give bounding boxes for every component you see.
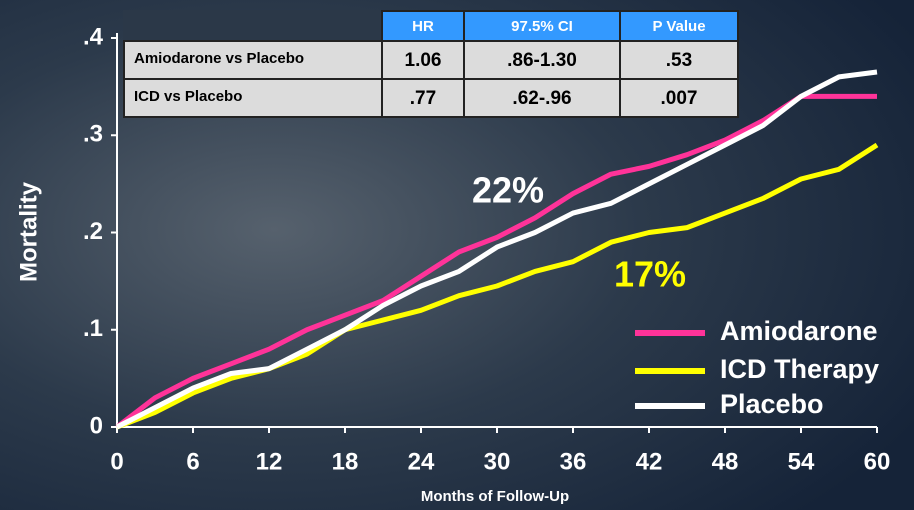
table-header-blank bbox=[123, 10, 381, 40]
table-cell bbox=[383, 80, 463, 116]
x-tick-label: 60 bbox=[864, 448, 891, 475]
x-tick-label: 12 bbox=[256, 448, 283, 475]
legend-label: Amiodarone bbox=[720, 316, 878, 346]
y-axis-label: Mortality bbox=[15, 181, 42, 282]
series-line bbox=[115, 69, 878, 430]
y-tick-label: .3 bbox=[83, 121, 103, 148]
x-tick-label: 30 bbox=[484, 448, 511, 475]
x-tick-label: 54 bbox=[788, 448, 815, 475]
series-line bbox=[115, 93, 877, 429]
x-tick-label: 6 bbox=[186, 448, 199, 475]
table-cell bbox=[621, 80, 737, 116]
table-cell bbox=[465, 42, 619, 78]
table-header-cell bbox=[383, 12, 463, 40]
x-tick-label: 0 bbox=[110, 448, 123, 475]
annotation: 17% bbox=[614, 254, 686, 295]
table-value: .77 bbox=[410, 88, 436, 109]
table-cell bbox=[465, 80, 619, 116]
y-tick-label: .2 bbox=[83, 218, 103, 245]
table-header: P Value bbox=[652, 18, 705, 35]
table-cell bbox=[125, 80, 381, 116]
x-tick-label: 36 bbox=[560, 448, 587, 475]
table-row-label: ICD vs Placebo bbox=[134, 88, 242, 105]
table-value: .007 bbox=[661, 88, 698, 109]
table-value: .62-.96 bbox=[512, 88, 571, 109]
table-header-cell bbox=[465, 12, 619, 40]
x-tick-label: 18 bbox=[332, 448, 359, 475]
y-tick-label: 0 bbox=[90, 412, 103, 439]
y-tick-label: .1 bbox=[83, 315, 103, 342]
legend-label: Placebo bbox=[720, 389, 824, 419]
x-tick-label: 42 bbox=[636, 448, 663, 475]
x-axis-label: Months of Follow-Up bbox=[421, 488, 569, 505]
annotation: 22% bbox=[472, 170, 544, 211]
table-cell bbox=[125, 42, 381, 78]
x-tick-label: 24 bbox=[408, 448, 435, 475]
y-tick-label: .4 bbox=[83, 23, 104, 50]
legend-label: ICD Therapy bbox=[720, 354, 879, 384]
table-value: 1.06 bbox=[405, 50, 442, 71]
series-line bbox=[116, 142, 879, 430]
x-tick-label: 48 bbox=[712, 448, 739, 475]
table-row-label: Amiodarone vs Placebo bbox=[134, 50, 304, 67]
table-header: 97.5% CI bbox=[511, 18, 573, 35]
table-header-cell bbox=[621, 12, 737, 40]
table-cell bbox=[383, 42, 463, 78]
table-cell bbox=[621, 42, 737, 78]
table-value: .53 bbox=[666, 50, 692, 71]
table-header: HR bbox=[412, 18, 434, 35]
table-value: .86-1.30 bbox=[507, 50, 577, 71]
